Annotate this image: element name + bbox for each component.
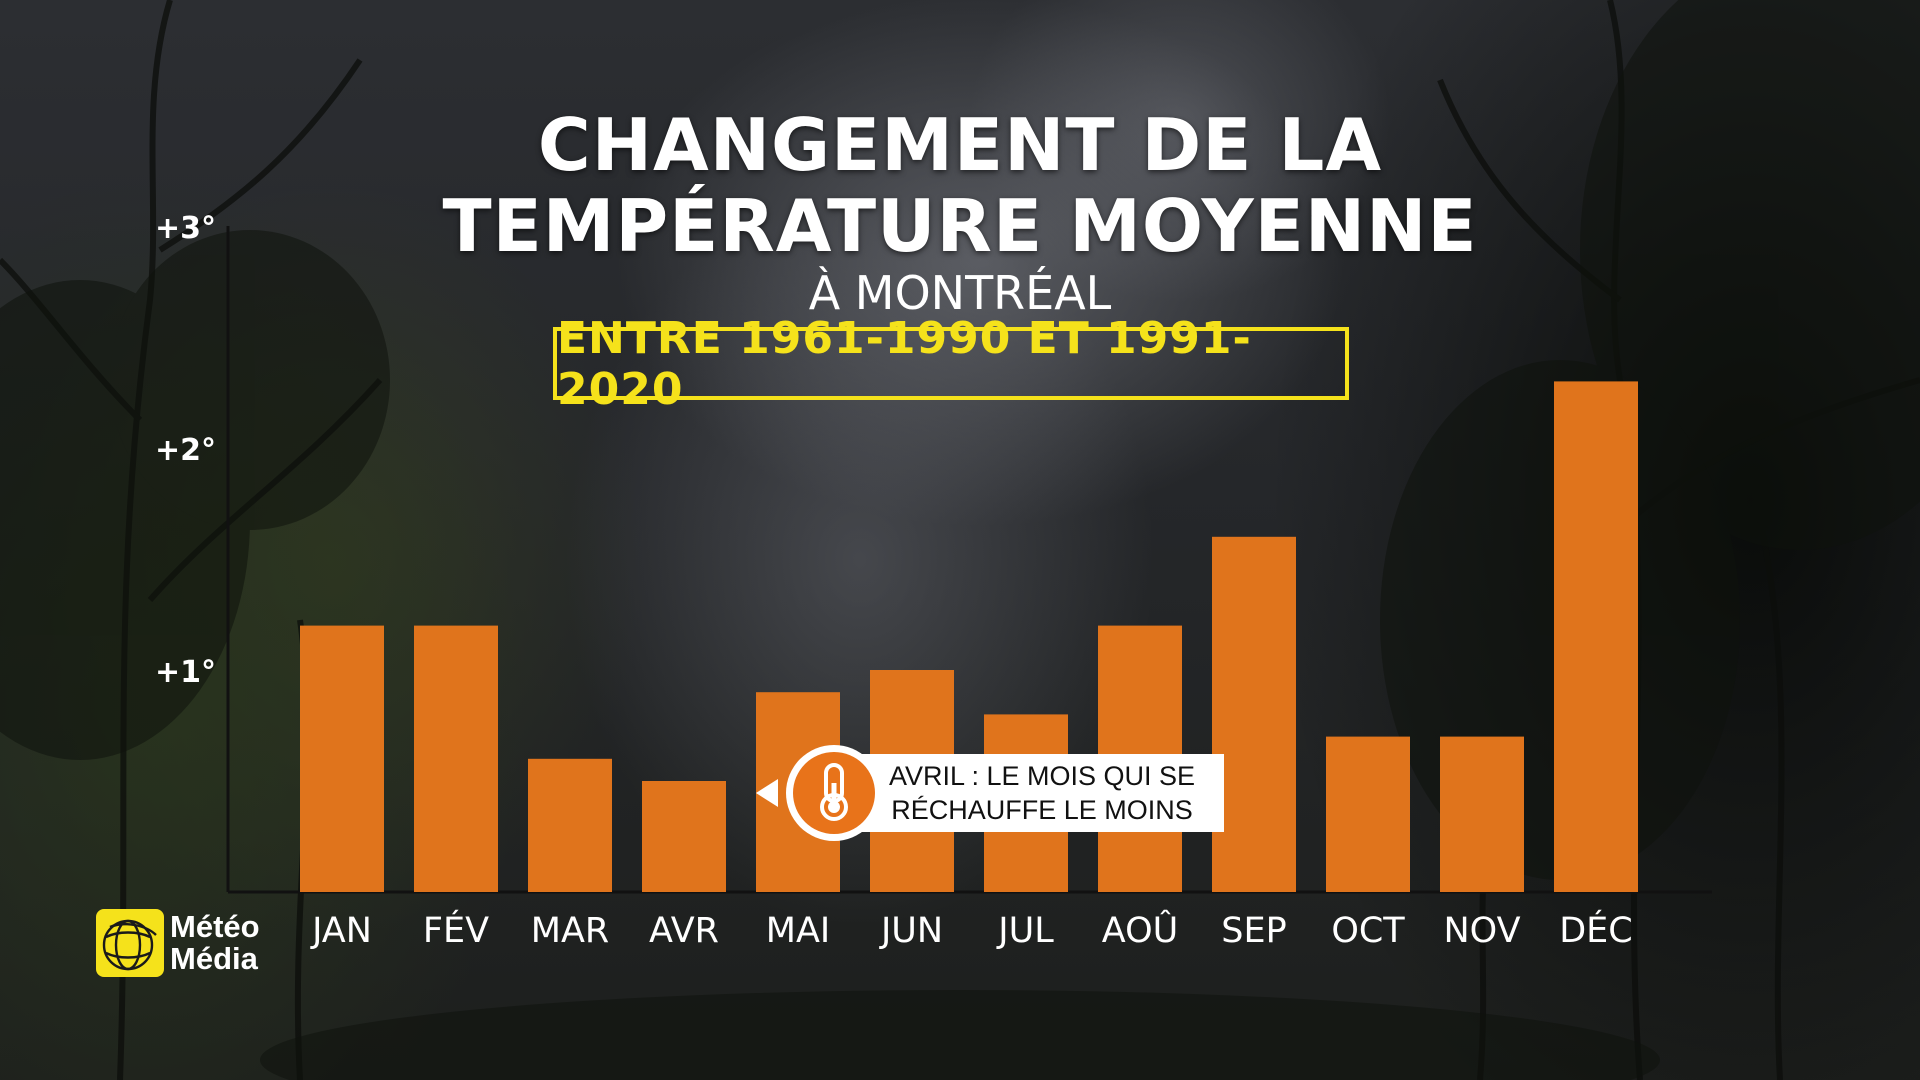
bar: [300, 625, 384, 892]
x-axis-labels: JAN FÉV MAR AVR MAI JUN JUL AOÛ SEP OCT NOV DÉC: [310, 909, 1633, 951]
x-tick-label: MAR: [531, 911, 609, 951]
callout-line-1: AVRIL : LE MOIS QUI SE: [888, 761, 1196, 791]
x-tick-label: AOÛ: [1102, 909, 1179, 951]
bar: [414, 625, 498, 892]
y-tick-label: +3°: [155, 211, 216, 246]
bar: [1554, 381, 1638, 892]
meteomedia-logo: Météo Média: [96, 905, 276, 985]
chart-title-line-2: TEMPÉRATURE MOYENNE: [442, 184, 1478, 268]
bar: [1326, 736, 1410, 892]
logo-line-1: Météo: [170, 909, 260, 944]
chart-subtitle: À MONTRÉAL: [808, 266, 1112, 320]
x-tick-label: DÉC: [1559, 909, 1633, 951]
y-tick-label: +2°: [155, 433, 216, 468]
x-tick-label: MAI: [766, 911, 830, 951]
bar: [1440, 736, 1524, 892]
thermometer-icon: [756, 745, 882, 841]
bar: [642, 781, 726, 892]
x-tick-label: NOV: [1443, 911, 1520, 951]
x-tick-label: FÉV: [423, 909, 489, 951]
x-tick-label: OCT: [1331, 911, 1405, 951]
x-tick-label: JUL: [996, 911, 1054, 951]
x-tick-label: JUN: [879, 911, 943, 951]
april-callout: AVRIL : LE MOIS QUI SE RÉCHAUFFE LE MOIN…: [752, 743, 1224, 843]
callout-text-box: AVRIL : LE MOIS QUI SE RÉCHAUFFE LE MOIN…: [834, 754, 1224, 832]
logo-text: Météo Média: [170, 911, 260, 975]
y-tick-label: +1°: [155, 655, 216, 690]
bar: [1212, 536, 1296, 892]
x-tick-label: JAN: [310, 911, 372, 951]
callout-line-2: RÉCHAUFFE LE MOINS: [891, 795, 1193, 825]
bar: [528, 758, 612, 892]
logo-line-2: Média: [170, 941, 258, 976]
chart-title-line-1: CHANGEMENT DE LA: [537, 103, 1383, 187]
globe-icon: [96, 909, 164, 977]
x-tick-label: SEP: [1221, 911, 1286, 951]
x-tick-label: AVR: [649, 911, 719, 951]
